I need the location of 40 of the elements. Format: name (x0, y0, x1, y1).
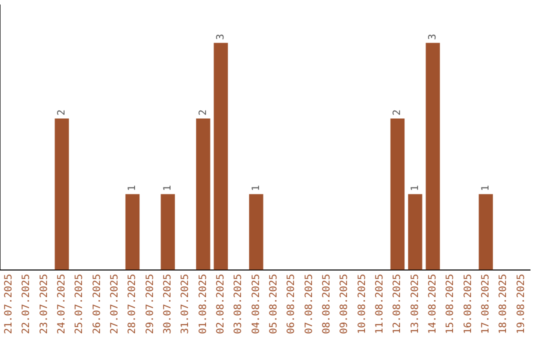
data-label: 1 (127, 185, 138, 192)
x-tick-label: 30.07.2025 (162, 274, 174, 334)
x-tick-label: 07.08.2025 (304, 274, 315, 334)
x-tick-label: 09.08.2025 (339, 274, 350, 334)
x-tick-label: 24.07.2025 (56, 274, 68, 334)
x-tick-label: 14.08.2025 (427, 274, 438, 334)
data-label: 1 (162, 185, 174, 192)
x-tick-label: 17.08.2025 (480, 274, 492, 334)
x-tick-label: 19.08.2025 (516, 274, 527, 334)
x-tick-label: 26.07.2025 (92, 274, 103, 334)
x-tick-label: 25.07.2025 (74, 274, 86, 334)
x-tick-label: 12.08.2025 (392, 274, 404, 334)
data-label: 2 (392, 109, 404, 116)
data-label: 2 (198, 109, 209, 116)
x-tick-label: 10.08.2025 (356, 274, 368, 334)
x-tick-label: 22.07.2025 (21, 274, 32, 334)
x-tick-label: 15.08.2025 (445, 274, 456, 334)
x-tick-label: 04.08.2025 (250, 274, 262, 334)
x-tick-label: 05.08.2025 (268, 274, 280, 334)
x-tick-label: 28.07.2025 (127, 274, 138, 334)
x-tick-label: 06.08.2025 (286, 274, 298, 334)
x-tick-label: 29.07.2025 (144, 274, 156, 334)
x-tick-label: 21.07.2025 (3, 274, 14, 334)
x-tick-label: 03.08.2025 (233, 274, 244, 334)
data-label: 3 (427, 34, 438, 40)
data-label: 3 (215, 34, 226, 40)
x-tick-label: 01.08.2025 (198, 274, 209, 334)
x-tick-label: 13.08.2025 (410, 274, 421, 334)
x-tick-label: 27.07.2025 (109, 274, 120, 334)
x-tick-label: 31.07.2025 (180, 274, 192, 334)
data-label: 1 (250, 185, 262, 192)
x-tick-label: 18.08.2025 (498, 274, 510, 334)
data-label: 1 (480, 185, 492, 192)
data-label: 1 (410, 185, 421, 192)
x-tick-label: 23.07.2025 (38, 274, 50, 334)
x-tick-label: 02.08.2025 (215, 274, 226, 334)
data-label: 2 (56, 109, 68, 116)
x-tick-label: 16.08.2025 (462, 274, 474, 334)
x-tick-label: 08.08.2025 (321, 274, 332, 334)
x-tick-label: 11.08.2025 (374, 274, 386, 334)
